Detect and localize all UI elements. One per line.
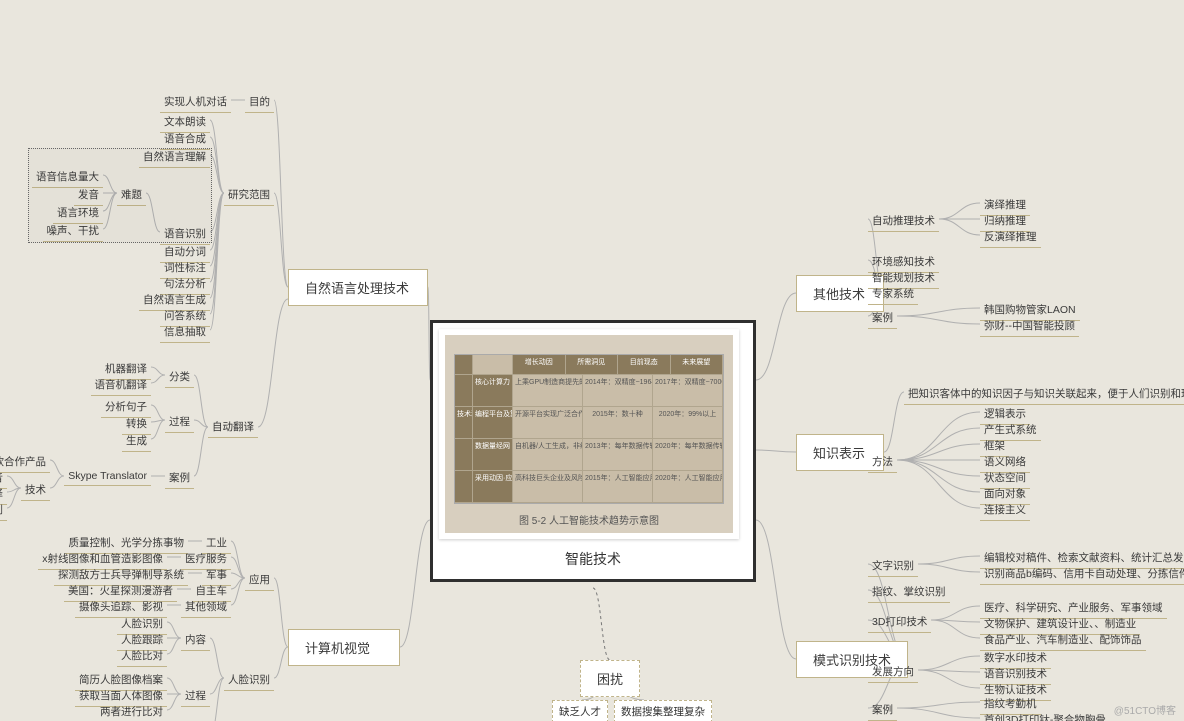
- leaf: 指纹、掌纹识别: [868, 582, 950, 603]
- leaf: 人脸比对: [117, 646, 167, 667]
- branch-计算机视觉[interactable]: 计算机视觉: [288, 629, 400, 666]
- leaf: 人脸识别: [224, 670, 274, 691]
- mindmap-canvas: 增长动因所需洞见目前现态未来展望核心计算力上乘GPU制造商提先的高科技厂商大笔投…: [0, 0, 1184, 721]
- leaf: 神经网络语音识别: [0, 500, 7, 521]
- dotted-box: [28, 148, 212, 243]
- center-node: 增长动因所需洞见目前现态未来展望核心计算力上乘GPU制造商提先的高科技厂商大笔投…: [430, 320, 756, 582]
- leaf: 应用: [245, 570, 274, 591]
- trouble-item: 数据搜集整理复杂: [614, 700, 712, 721]
- leaf: 反演绎推理: [980, 227, 1041, 248]
- leaf: 文字识别: [868, 556, 918, 577]
- leaf: 识别商品b编码、信用卡自动处理、分拣信件包裹: [980, 564, 1184, 585]
- leaf: 生成: [122, 431, 151, 452]
- leaf: 案例: [868, 700, 897, 721]
- leaf: 案例: [165, 468, 194, 489]
- branch-自然语言处理技术[interactable]: 自然语言处理技术: [288, 269, 428, 306]
- leaf: skype和微软合作产品: [0, 452, 50, 473]
- leaf: 目的: [245, 92, 274, 113]
- trouble-item: 缺乏人才: [552, 700, 608, 721]
- leaf: 过程: [165, 412, 194, 433]
- leaf: 技术: [21, 480, 50, 501]
- branch-困扰[interactable]: 困扰: [580, 660, 640, 697]
- leaf: 方法: [868, 452, 897, 473]
- leaf: 内容: [181, 630, 210, 651]
- leaf: 连接主义: [980, 500, 1030, 521]
- leaf: 首创3D打印钛-聚合物胸骨: [980, 710, 1110, 721]
- branch-translate: 自动翻译: [208, 417, 258, 438]
- leaf: 其他领域: [181, 597, 231, 618]
- leaf: 过程: [181, 686, 210, 707]
- leaf: 实现人机对话: [160, 92, 231, 113]
- watermark: @51CTO博客: [1114, 702, 1176, 717]
- leaf: 弥财--中国智能投顾: [980, 316, 1079, 337]
- leaf: Skype Translator: [64, 468, 151, 486]
- leaf: 信息抽取: [160, 322, 210, 343]
- leaf: 研究范围: [224, 185, 274, 206]
- leaf: 案例: [868, 308, 897, 329]
- leaf: 分类: [165, 367, 194, 388]
- leaf: 把知识客体中的知识因子与知识关联起来，便于人们识别和理解知识: [904, 384, 1184, 405]
- leaf: 语音机翻译: [91, 375, 152, 396]
- leaf: 3D打印技术: [868, 612, 931, 633]
- leaf: 专家系统: [868, 284, 918, 305]
- leaf: 两者进行比对: [96, 702, 167, 721]
- leaf: 发展方向: [868, 662, 918, 683]
- leaf: 自动推理技术: [868, 211, 939, 232]
